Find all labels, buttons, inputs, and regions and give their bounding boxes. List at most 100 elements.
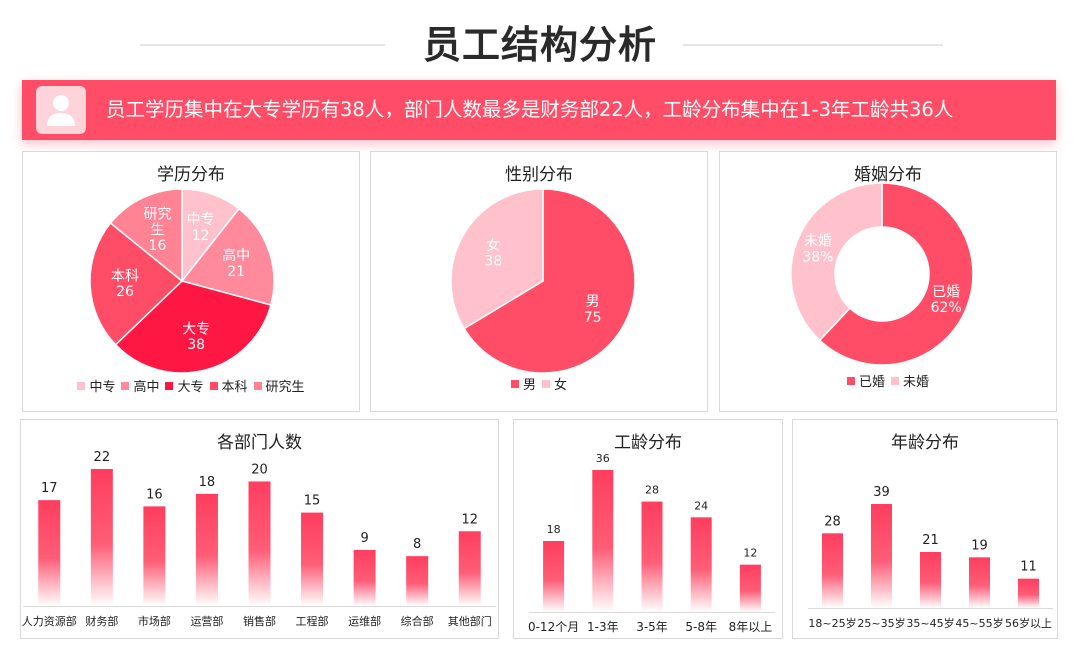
marriage-donut-chart: 已婚 62% 未婚 38% xyxy=(790,182,974,366)
pie-slice-女 xyxy=(450,188,544,330)
pie-data-label: 大专 38 xyxy=(182,321,210,353)
panel-age: 年龄分布 28 18~25岁 39 25~35岁 21 35~45岁 19 45~55岁 11 5… xyxy=(792,419,1058,639)
bar-运维部 xyxy=(353,549,376,606)
legend-item: 高中 xyxy=(121,376,159,395)
pie-data-label: 女 38 xyxy=(484,237,502,270)
legend-label: 研究生 xyxy=(265,380,305,395)
legend-label: 中专 xyxy=(89,380,116,395)
title-rule-left xyxy=(140,44,385,46)
bar-3-5年 xyxy=(641,501,663,612)
x-tick-label: 财务部 xyxy=(85,614,118,628)
chart-title-education: 学历分布 xyxy=(157,165,225,185)
bar-35~45岁 xyxy=(920,552,941,608)
chart-title-age: 年龄分布 xyxy=(891,433,959,453)
bar-value-label: 39 xyxy=(873,485,890,500)
panel-education: 学历分布 中专 12 高中 21 大专 38 本科 26 研究生 16 中专 高中 大专 本科 研究生 xyxy=(22,151,360,412)
bar-value-label: 16 xyxy=(146,487,163,502)
bar-综合部 xyxy=(406,556,429,606)
bar-value-label: 21 xyxy=(922,533,939,548)
pie-data-label: 研究生 16 xyxy=(143,207,171,254)
user-icon xyxy=(47,95,75,126)
bar-value-label: 20 xyxy=(251,462,268,477)
legend-swatch xyxy=(510,380,519,388)
marriage-legend: 已婚 未婚 xyxy=(720,371,1056,390)
page-title: 员工结构分析 xyxy=(422,23,657,67)
bar-56岁以上 xyxy=(1018,578,1039,608)
pie-slice-本科 xyxy=(89,222,184,346)
pie-slice-未婚 xyxy=(790,182,883,342)
x-tick-label: 运维部 xyxy=(348,614,381,628)
pie-slice-高中 xyxy=(180,207,275,306)
x-tick-label: 56岁以上 xyxy=(1005,616,1052,630)
tenure-bar-chart: 18 0-12个月 36 1-3年 28 3-5年 24 5-8年 12 8年以上 xyxy=(528,452,775,634)
bar-1-3年 xyxy=(592,470,614,612)
legend-swatch xyxy=(209,382,218,390)
x-tick-label: 市场部 xyxy=(138,614,171,628)
legend-item: 本科 xyxy=(209,376,248,395)
chart-title-gender: 性别分布 xyxy=(505,165,573,185)
x-tick-label: 人力资源部 xyxy=(22,614,77,628)
page-header: 员工结构分析 xyxy=(0,0,1080,80)
legend-label: 女 xyxy=(554,378,568,393)
x-tick-label: 35~45岁 xyxy=(906,616,954,630)
bar-value-label: 8 xyxy=(413,537,421,552)
legend-item: 女 xyxy=(542,374,567,393)
legend-swatch xyxy=(121,382,130,390)
bar-市场部 xyxy=(143,506,166,606)
bar-value-label: 17 xyxy=(41,481,58,496)
x-tick-label: 45~55岁 xyxy=(955,616,1003,630)
bar-8年以上 xyxy=(739,564,761,612)
bar-工程部 xyxy=(301,512,324,606)
x-tick-label: 25~35岁 xyxy=(857,616,905,630)
chart-title-department: 各部门人数 xyxy=(217,433,302,453)
department-bar-chart: 17 人力资源部 22 财务部 16 市场部 18 运营部 20 销售部 15 工程部 9 运维部 8 综合部… xyxy=(22,450,496,628)
x-tick-label: 18~25岁 xyxy=(808,616,856,630)
bar-销售部 xyxy=(248,481,271,606)
x-tick-label: 工程部 xyxy=(296,614,329,628)
x-tick-label: 3-5年 xyxy=(636,620,668,634)
legend-swatch xyxy=(253,382,262,390)
bar-value-label: 24 xyxy=(694,499,708,512)
bar-value-label: 18 xyxy=(199,475,216,490)
x-tick-label: 运营部 xyxy=(190,614,223,628)
legend-label: 已婚 xyxy=(858,375,885,390)
bar-value-label: 11 xyxy=(1020,560,1037,575)
x-tick-label: 其他部门 xyxy=(448,614,492,628)
bar-value-label: 36 xyxy=(596,452,610,465)
x-tick-label: 0-12个月 xyxy=(528,620,579,634)
bar-value-label: 9 xyxy=(360,531,368,546)
legend-swatch xyxy=(542,380,550,388)
chart-title-marriage: 婚姻分布 xyxy=(854,165,922,185)
x-tick-label: 8年以上 xyxy=(729,620,773,634)
bar-人力资源部 xyxy=(38,500,61,606)
legend-label: 男 xyxy=(522,378,536,393)
legend-item: 已婚 xyxy=(846,371,885,390)
bar-5-8年 xyxy=(690,517,712,612)
pie-data-label: 已婚 62% xyxy=(931,284,962,316)
bar-0-12个月 xyxy=(543,541,565,612)
bar-value-label: 28 xyxy=(645,484,659,497)
education-legend: 中专 高中 大专 本科 研究生 xyxy=(23,376,359,395)
legend-swatch xyxy=(165,382,174,390)
x-tick-label: 综合部 xyxy=(401,614,434,628)
bar-value-label: 15 xyxy=(304,494,321,509)
bar-value-label: 19 xyxy=(971,538,988,553)
legend-item: 大专 xyxy=(165,376,204,395)
x-tick-label: 1-3年 xyxy=(587,620,619,634)
pie-data-label: 高中 21 xyxy=(222,247,250,280)
pie-slice-大专 xyxy=(114,280,272,374)
panel-department: 各部门人数 17 人力资源部 22 财务部 16 市场部 18 运营部 20 销售部 15 工程部 9 运… xyxy=(20,419,499,639)
bar-value-label: 18 xyxy=(547,523,561,536)
legend-label: 本科 xyxy=(221,380,248,395)
gender-legend: 男女 xyxy=(371,374,707,393)
bar-45~55岁 xyxy=(969,557,990,608)
legend-label: 未婚 xyxy=(903,375,930,390)
age-bar-chart: 28 18~25岁 39 25~35岁 21 35~45岁 19 45~55岁 11 56岁以上 xyxy=(808,485,1053,630)
bar-value-label: 12 xyxy=(461,512,478,527)
x-tick-label: 销售部 xyxy=(243,614,276,628)
x-tick-label: 5-8年 xyxy=(685,620,717,634)
bar-运营部 xyxy=(195,493,218,606)
legend-item: 未婚 xyxy=(891,371,929,390)
summary-text: 员工学历集中在大专学历有38人，部门人数最多是财务部22人，工龄分布集中在1-3… xyxy=(106,98,954,121)
